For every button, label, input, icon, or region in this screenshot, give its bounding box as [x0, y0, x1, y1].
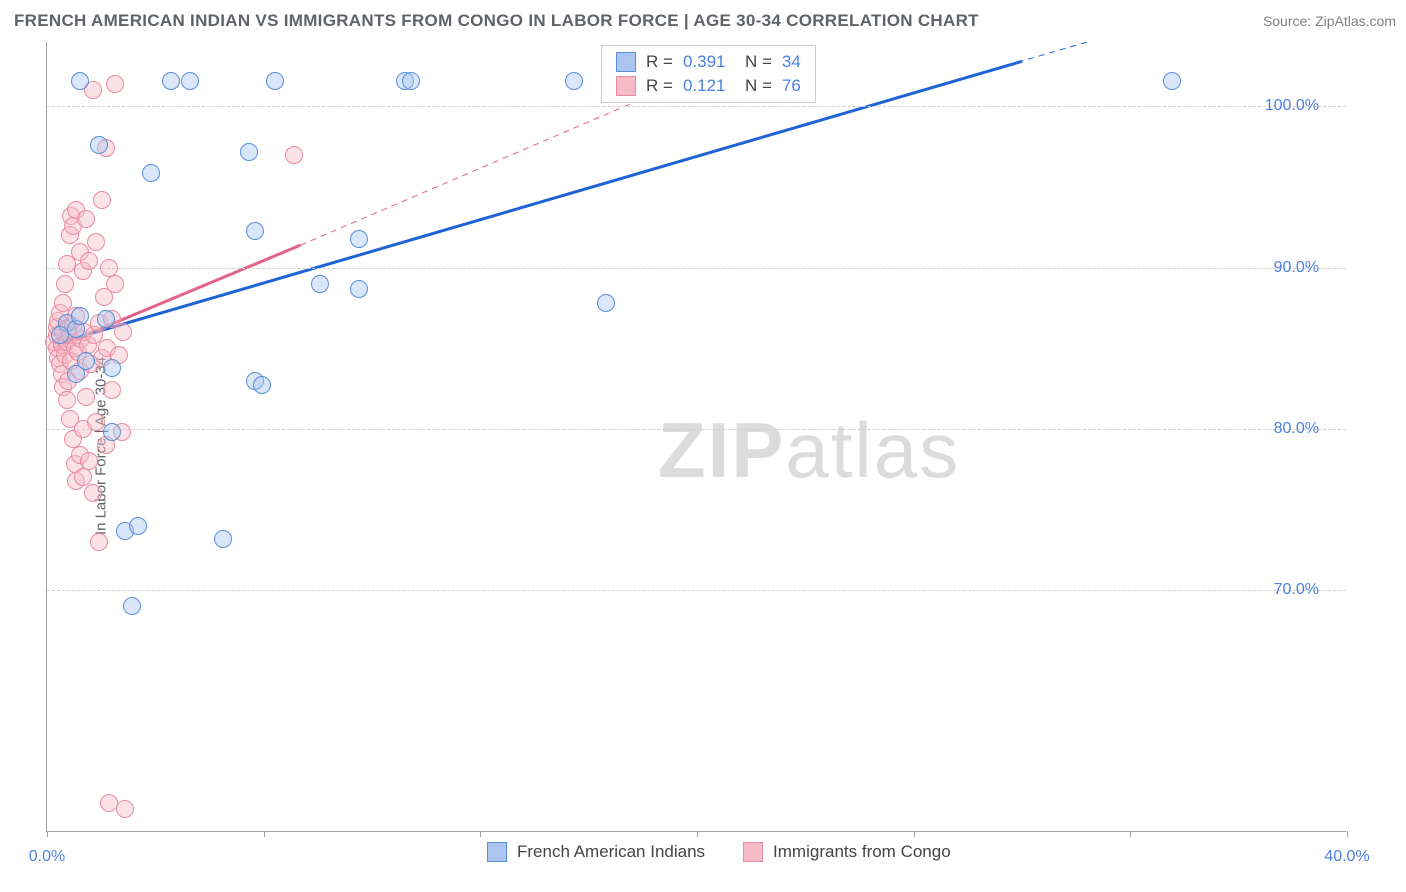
y-tick-label: 70.0%	[1259, 581, 1319, 599]
data-point-fai	[597, 294, 615, 312]
data-point-fai	[123, 597, 141, 615]
data-point-fai	[103, 423, 121, 441]
n-label: N =	[745, 52, 772, 72]
data-point-fai	[266, 72, 284, 90]
data-point-congo	[90, 533, 108, 551]
r-label: R =	[646, 76, 673, 96]
data-point-fai	[90, 136, 108, 154]
legend-label: French American Indians	[517, 842, 705, 862]
legend-label: Immigrants from Congo	[773, 842, 951, 862]
legend-swatch	[743, 842, 763, 862]
plot-area: ZIPatlas 70.0%80.0%90.0%100.0%0.0%40.0%R…	[46, 42, 1346, 832]
x-tick-mark	[697, 831, 698, 837]
gridline-h	[47, 106, 1346, 107]
gridline-h	[47, 429, 1346, 430]
data-point-fai	[402, 72, 420, 90]
data-point-fai	[162, 72, 180, 90]
data-point-congo	[74, 468, 92, 486]
r-value: 0.391	[683, 52, 735, 72]
data-point-congo	[103, 381, 121, 399]
data-point-fai	[311, 275, 329, 293]
r-label: R =	[646, 52, 673, 72]
data-point-fai	[350, 280, 368, 298]
data-point-fai	[97, 310, 115, 328]
n-value: 34	[782, 52, 801, 72]
chart-title: FRENCH AMERICAN INDIAN VS IMMIGRANTS FRO…	[14, 11, 979, 31]
legend-swatch	[487, 842, 507, 862]
chart-header: FRENCH AMERICAN INDIAN VS IMMIGRANTS FRO…	[0, 0, 1406, 42]
data-point-fai	[1163, 72, 1181, 90]
data-point-congo	[80, 452, 98, 470]
correlation-legend-row: R = 0.391 N = 34	[602, 50, 815, 74]
data-point-congo	[87, 233, 105, 251]
data-point-fai	[142, 164, 160, 182]
data-point-fai	[565, 72, 583, 90]
data-point-fai	[240, 143, 258, 161]
data-point-congo	[84, 484, 102, 502]
data-point-fai	[350, 230, 368, 248]
data-point-fai	[246, 222, 264, 240]
y-tick-label: 80.0%	[1259, 420, 1319, 438]
x-tick-mark	[264, 831, 265, 837]
data-point-fai	[51, 326, 69, 344]
correlation-legend-row: R = 0.121 N = 76	[602, 74, 815, 98]
data-point-congo	[106, 275, 124, 293]
x-tick-mark	[914, 831, 915, 837]
data-point-fai	[71, 307, 89, 325]
x-tick-mark	[1347, 831, 1348, 837]
y-tick-label: 100.0%	[1259, 97, 1319, 115]
x-tick-mark	[480, 831, 481, 837]
x-tick-mark	[47, 831, 48, 837]
data-point-congo	[77, 388, 95, 406]
data-point-fai	[181, 72, 199, 90]
data-point-fai	[71, 72, 89, 90]
legend-swatch	[616, 52, 636, 72]
legend-swatch	[616, 76, 636, 96]
n-label: N =	[745, 76, 772, 96]
data-point-fai	[103, 359, 121, 377]
source-attribution: Source: ZipAtlas.com	[1263, 13, 1396, 29]
correlation-legend: R = 0.391 N = 34 R = 0.121 N = 76	[601, 45, 816, 103]
data-point-congo	[116, 800, 134, 818]
data-point-congo	[80, 252, 98, 270]
data-point-congo	[106, 75, 124, 93]
trend-line	[57, 61, 1022, 343]
n-value: 76	[782, 76, 801, 96]
x-tick-mark	[1130, 831, 1131, 837]
x-tick-label: 0.0%	[29, 848, 65, 866]
y-tick-label: 90.0%	[1259, 259, 1319, 277]
data-point-fai	[77, 352, 95, 370]
data-point-fai	[214, 530, 232, 548]
gridline-h	[47, 268, 1346, 269]
data-point-congo	[93, 191, 111, 209]
data-point-congo	[77, 210, 95, 228]
x-tick-label: 40.0%	[1324, 848, 1369, 866]
data-point-congo	[114, 323, 132, 341]
trend-lines-layer	[47, 42, 1346, 831]
r-value: 0.121	[683, 76, 735, 96]
data-point-fai	[129, 517, 147, 535]
series-legend: French American Indians Immigrants from C…	[487, 842, 979, 862]
data-point-fai	[253, 376, 271, 394]
data-point-congo	[87, 413, 105, 431]
gridline-h	[47, 590, 1346, 591]
data-point-congo	[58, 391, 76, 409]
data-point-congo	[56, 275, 74, 293]
data-point-congo	[285, 146, 303, 164]
